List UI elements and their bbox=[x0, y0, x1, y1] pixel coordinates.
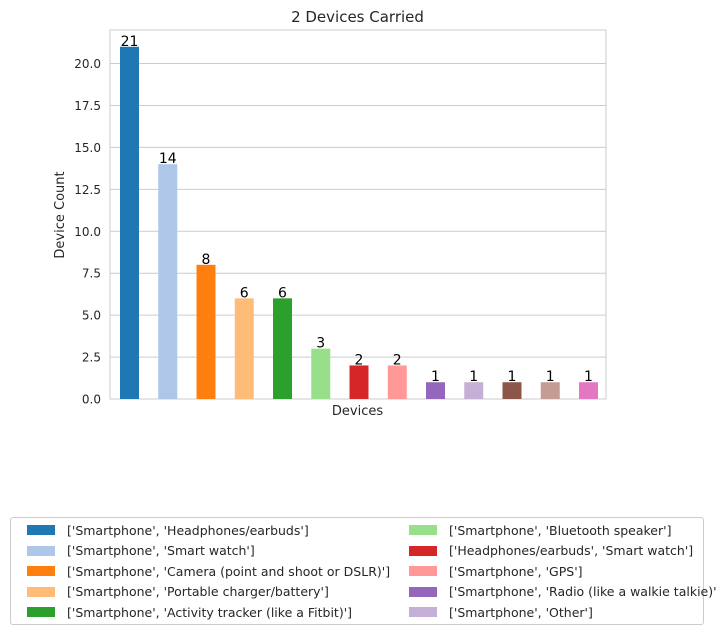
legend-swatch bbox=[27, 607, 55, 617]
y-axis-ticks: 0.0 2.5 5.0 7.5 10.0 12.5 15.0 17.5 20.0 bbox=[74, 57, 101, 406]
legend-item: ['Smartphone', 'Bluetooth speaker'] bbox=[409, 520, 671, 540]
y-tick-label: 17.5 bbox=[74, 99, 101, 113]
y-tick-label: 0.0 bbox=[82, 393, 101, 407]
y-tick-label: 7.5 bbox=[82, 267, 101, 281]
bars bbox=[120, 46, 598, 399]
bar-value-label: 2 bbox=[355, 352, 364, 368]
legend-item: ['Smartphone', 'Portable charger/battery… bbox=[27, 582, 329, 602]
y-tick-label: 15.0 bbox=[74, 141, 101, 155]
bar-value-label: 6 bbox=[240, 285, 249, 301]
legend-item: ['Smartphone', 'Activity tracker (like a… bbox=[27, 602, 352, 622]
legend-label: ['Smartphone', 'Activity tracker (like a… bbox=[67, 604, 353, 620]
y-tick-label: 12.5 bbox=[74, 183, 101, 197]
legend-item: ['Smartphone', 'GPS'] bbox=[409, 561, 583, 581]
bar bbox=[579, 382, 598, 399]
legend-item: ['Smartphone', 'Camera (point and shoot … bbox=[27, 561, 390, 581]
legend-swatch bbox=[27, 525, 55, 535]
bar-value-label: 3 bbox=[316, 336, 325, 352]
legend-swatch bbox=[409, 607, 437, 617]
plot-frame bbox=[109, 29, 607, 400]
legend-item: ['Smartphone', 'Other'] bbox=[409, 602, 593, 622]
legend-label: ['Smartphone', 'GPS'] bbox=[449, 563, 583, 579]
legend-item: ['Smartphone', 'Radio (like a walkie tal… bbox=[409, 582, 716, 602]
bar-value-label: 1 bbox=[546, 369, 555, 385]
bar bbox=[387, 365, 407, 399]
legend-label: ['Smartphone', 'Headphones/earbuds'] bbox=[67, 522, 309, 538]
bar-value-label: 8 bbox=[202, 252, 211, 268]
bar bbox=[273, 298, 292, 399]
y-tick-label: 20.0 bbox=[74, 57, 101, 71]
bar-value-label: 1 bbox=[584, 369, 593, 385]
bar-value-label: 2 bbox=[393, 352, 402, 368]
gridlines bbox=[110, 63, 606, 400]
y-tick-label: 2.5 bbox=[82, 351, 101, 365]
bar bbox=[464, 382, 484, 399]
legend-swatch bbox=[27, 545, 55, 556]
legend-label: ['Smartphone', 'Smart watch'] bbox=[67, 543, 255, 558]
bar-value-label: 6 bbox=[278, 285, 287, 301]
legend-swatch bbox=[27, 586, 55, 597]
bar-value-label: 1 bbox=[431, 369, 440, 385]
bar bbox=[311, 348, 331, 399]
legend-item: ['Headphones/earbuds', 'Smart watch'] bbox=[409, 541, 693, 561]
bar bbox=[234, 298, 254, 399]
y-tick-label: 5.0 bbox=[82, 309, 101, 323]
legend-item: ['Smartphone', 'Smart watch'] bbox=[27, 541, 255, 561]
legend-swatch bbox=[409, 545, 437, 556]
bar bbox=[540, 382, 560, 399]
bar bbox=[502, 382, 522, 399]
bar-value-label: 14 bbox=[159, 151, 177, 167]
legend-swatch bbox=[409, 586, 437, 597]
legend-label: ['Smartphone', 'Other'] bbox=[449, 604, 593, 620]
bar-value-label: 21 bbox=[121, 34, 139, 50]
legend-swatch bbox=[409, 566, 437, 576]
chart-title: 2 Devices Carried bbox=[291, 8, 424, 26]
bar bbox=[196, 264, 216, 399]
y-tick-label: 10.0 bbox=[74, 225, 101, 239]
legend-label: ['Smartphone', 'Portable charger/battery… bbox=[67, 584, 329, 599]
legend-swatch bbox=[409, 525, 437, 535]
bar bbox=[426, 382, 445, 399]
legend-swatch bbox=[27, 566, 55, 576]
bar-value-label: 1 bbox=[469, 369, 478, 385]
legend-label: ['Headphones/earbuds', 'Smart watch'] bbox=[449, 543, 694, 558]
bar bbox=[120, 46, 139, 399]
legend-item: ['Smartphone', 'Headphones/earbuds'] bbox=[27, 520, 309, 540]
x-axis-label: Devices bbox=[332, 404, 383, 419]
legend: ['Smartphone', 'Headphones/earbuds'] ['Sm… bbox=[10, 517, 716, 625]
bar bbox=[349, 365, 369, 399]
legend-label: ['Smartphone', 'Camera (point and shoot … bbox=[67, 563, 391, 579]
y-axis-label: Device Count bbox=[53, 171, 68, 258]
bar-value-label: 1 bbox=[508, 369, 517, 385]
legend-label: ['Smartphone', 'Radio (like a walkie tal… bbox=[449, 584, 716, 599]
bar bbox=[158, 164, 178, 399]
legend-label: ['Smartphone', 'Bluetooth speaker'] bbox=[449, 522, 672, 538]
